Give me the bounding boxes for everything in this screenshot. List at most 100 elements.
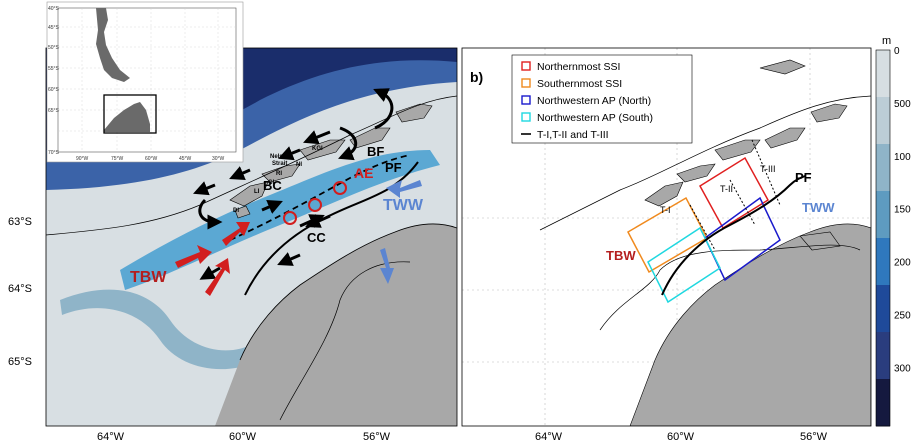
inset-lat-tick: 50°S [48,45,60,51]
lon-tick-b: 56°W [800,431,828,442]
tww-label: TWW [383,197,424,214]
tww-arrows [380,180,422,284]
colorbar-segment [876,379,890,427]
tbw-label: TBW [130,269,167,286]
inset-lon-tick: 75°W [111,156,124,162]
strait-label: Strait [272,161,287,167]
colorbar-segment [876,285,890,333]
box-northernmost-ssi [699,156,769,230]
gi-label: GI [268,180,275,186]
t2-label: T-II [720,184,733,194]
tbw-arrows [175,222,250,296]
ri-label: RI [276,171,282,177]
colorbar-segment [876,238,890,286]
pf-swirl-arrow [338,126,358,161]
pf-label-b: PF [795,170,812,185]
lat-tick: 65°S [8,356,32,368]
inset-lat-tick: 60°S [48,87,60,93]
inset-lon-tick: 90°W [76,156,89,162]
legend-item: Northwestern AP (North) [521,95,651,107]
li-label: LI [254,189,260,195]
circulation-arrows [193,130,331,280]
inset-lat-tick: 70°S [48,150,60,156]
bf-swirl-arrow [373,88,394,130]
lat-tick: 64°S [8,283,32,295]
colorbar-segment [876,144,890,192]
colorbar-tick: 300 [894,363,911,374]
colorbar-tick: 250 [894,310,911,321]
colorbar: m 0 500 100 150 200 250 300 [875,35,911,427]
tbw-label-b: TBW [606,248,636,263]
inset-lon-tick: 30°W [212,156,225,162]
bc-label: BC [263,178,282,193]
legend-label: Northernmost SSI [537,61,620,73]
ae-label: AE [354,165,373,181]
peninsula-coast [239,223,457,361]
legend-label: T-I,T-II and T-III [537,129,609,141]
isobath-contour-b [599,244,861,331]
legend: Northernmost SSI Southernmost SSI Northw… [511,54,693,144]
colorbar-segment [876,50,890,98]
bransfield-front [229,154,411,241]
peninsula-land-b [629,223,871,426]
legend-label: Southernmost SSI [537,78,622,90]
lon-tick: 56°W [363,431,391,442]
lon-tick: 60°W [229,431,257,442]
colorbar-unit: m [882,35,891,47]
colorbar-segment [876,332,890,380]
study-area-box [103,94,157,134]
lat-tick: 63°S [8,216,32,228]
west-swirl-arrow [198,198,223,230]
isobath-contour [279,261,411,421]
transects [689,139,781,251]
islands-b [644,59,848,251]
inset-lon-tick: 60°W [145,156,158,162]
inset-lat-tick: 45°S [48,25,60,31]
di-label: DI [233,208,239,214]
kgi-label: KGI [312,146,323,152]
legend-item: Northernmost SSI [521,61,620,73]
inset-lon-tick: 45°W [179,156,192,162]
legend-item: T-I,T-II and T-III [521,129,609,141]
inset-lat-tick: 65°S [48,108,60,114]
inset-lat-tick: 55°S [48,66,60,72]
antarctic-peninsula [215,223,457,426]
colorbar-tick: 500 [894,99,911,110]
bf-label: BF [367,144,384,159]
south-shetland-islands [229,103,433,219]
legend-item: Northwestern AP (South) [521,112,653,124]
pf-label: PF [385,160,402,175]
legend-item: Southernmost SSI [521,78,622,90]
t1-label: T-I [660,205,671,215]
tww-label-b: TWW [802,200,835,215]
colorbar-tick: 150 [894,205,911,216]
colorbar-tick: 100 [894,152,911,163]
lon-tick-b: 60°W [667,431,695,442]
t3-label: T-III [760,164,776,174]
south-america-land [96,8,130,82]
colorbar-tick: 0 [894,46,900,57]
peninsula-front-b [661,175,806,296]
box-northwestern-ap-south [647,226,721,304]
inset-map: 40°S 45°S 50°S 55°S 60°S 65°S 70°S 90°W … [46,1,244,163]
cc-label: CC [307,230,326,245]
inset-lat-tick: 40°S [48,6,60,12]
lon-tick-b: 64°W [535,431,563,442]
legend-label: Northwestern AP (South) [537,112,653,124]
isobath-contour [46,95,457,236]
shelf-channel [60,289,270,370]
anticyclonic-eddies [283,181,347,225]
colorbar-segment [876,97,890,145]
legend-label: Northwestern AP (North) [537,95,651,107]
panel-b: Northernmost SSI Southernmost SSI Northw… [461,47,872,442]
colorbar-tick: 200 [894,258,911,269]
inset-peninsula [104,102,150,132]
lon-tick: 64°W [97,431,125,442]
panel-b-label: b) [470,69,483,85]
isobath-contour-b [539,95,871,231]
panel-a: a) TBW TWW AE BF PF BC CC Nelson Strait … [8,1,458,442]
ni-label: NI [296,162,302,168]
peninsula-front [244,161,419,296]
nelson-label: Nelson [270,154,290,160]
colorbar-segment [876,191,890,239]
